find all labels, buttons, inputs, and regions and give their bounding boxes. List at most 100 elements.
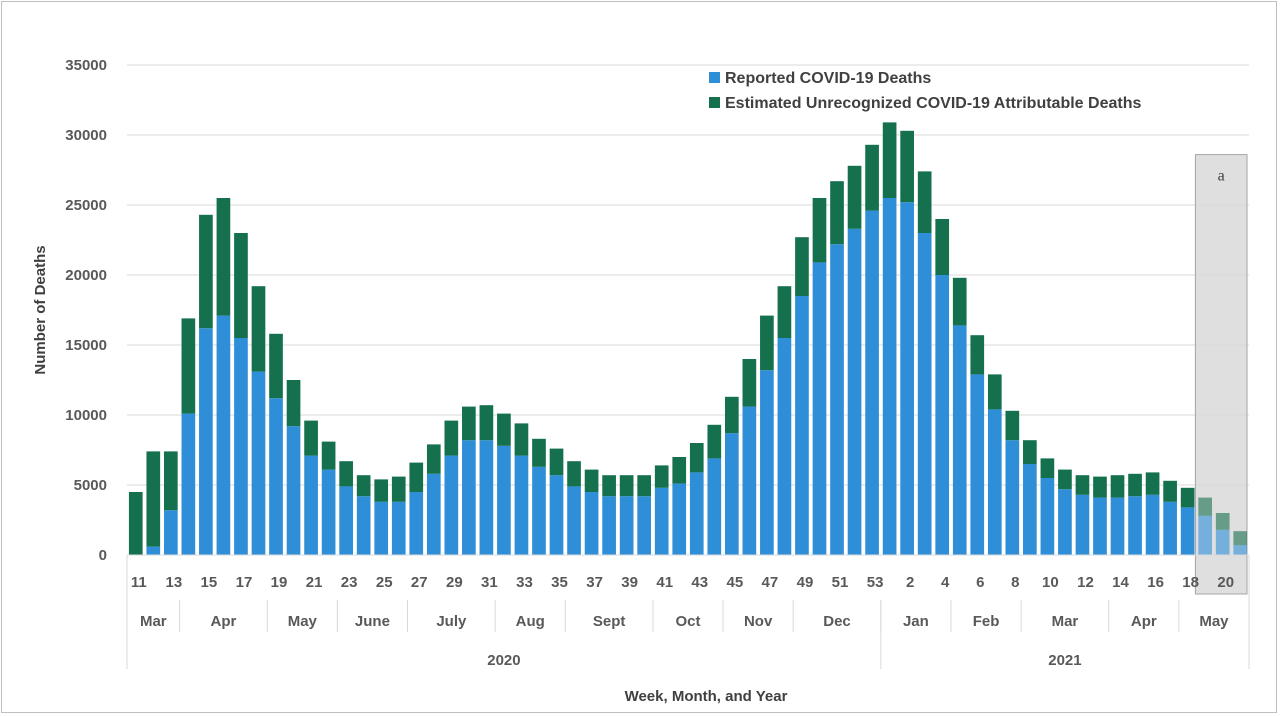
bar-reported bbox=[286, 426, 301, 555]
bar-reported bbox=[1110, 497, 1125, 555]
x-year-label: 2020 bbox=[487, 652, 520, 669]
bar-estimated-unrecognized bbox=[795, 237, 809, 296]
bar-reported bbox=[724, 433, 739, 555]
x-week-label: 35 bbox=[551, 574, 568, 591]
bar-reported bbox=[497, 445, 511, 555]
y-axis-title: Number of Deaths bbox=[32, 245, 49, 374]
bar-reported bbox=[356, 496, 371, 555]
bars bbox=[128, 122, 1248, 556]
bar-reported bbox=[952, 325, 967, 555]
bar-estimated-unrecognized bbox=[462, 406, 476, 441]
bar-estimated-unrecognized bbox=[251, 286, 266, 372]
bar-estimated-unrecognized bbox=[637, 475, 652, 497]
bar-estimated-unrecognized bbox=[689, 443, 704, 473]
y-tick-label: 15000 bbox=[65, 337, 107, 354]
bar-estimated-unrecognized bbox=[374, 479, 389, 502]
bar-reported bbox=[935, 275, 950, 555]
x-month-label: Sept bbox=[593, 613, 626, 630]
bar-reported bbox=[409, 492, 424, 555]
x-year-label: 2021 bbox=[1048, 652, 1081, 669]
bar-reported bbox=[1023, 464, 1037, 555]
bar-reported bbox=[1058, 489, 1072, 555]
bar-estimated-unrecognized bbox=[514, 423, 529, 456]
bar-reported bbox=[1233, 545, 1248, 555]
bar-estimated-unrecognized bbox=[1023, 440, 1037, 464]
x-week-label: 8 bbox=[1011, 574, 1019, 591]
y-tick-label: 0 bbox=[99, 547, 107, 564]
bar-reported bbox=[549, 475, 564, 555]
y-tick-label: 30000 bbox=[65, 127, 107, 144]
bar-estimated-unrecognized bbox=[760, 315, 774, 371]
x-week-label: 15 bbox=[201, 574, 218, 591]
bar-reported bbox=[1075, 494, 1090, 555]
bar-estimated-unrecognized bbox=[199, 214, 213, 329]
x-week-label: 33 bbox=[516, 574, 533, 591]
bar-estimated-unrecognized bbox=[1198, 497, 1213, 516]
bar-estimated-unrecognized bbox=[900, 130, 914, 203]
bar-reported bbox=[304, 455, 318, 555]
bar-reported bbox=[847, 228, 862, 556]
x-week-label: 39 bbox=[621, 574, 638, 591]
x-week-label: 2 bbox=[906, 574, 914, 591]
x-month-label: Mar bbox=[1052, 613, 1079, 630]
x-axis-title: Week, Month, and Year bbox=[625, 688, 788, 705]
bar-reported bbox=[567, 486, 581, 555]
x-week-label: 31 bbox=[481, 574, 498, 591]
bar-estimated-unrecognized bbox=[1058, 469, 1072, 490]
x-week-label: 14 bbox=[1112, 574, 1129, 591]
bar-reported bbox=[216, 315, 231, 555]
bar-reported bbox=[1215, 529, 1230, 555]
legend-label: Estimated Unrecognized COVID-19 Attribut… bbox=[725, 95, 1141, 112]
x-week-label: 49 bbox=[797, 574, 814, 591]
bar-estimated-unrecognized bbox=[391, 476, 406, 502]
bar-estimated-unrecognized bbox=[952, 277, 967, 326]
x-week-label: 37 bbox=[586, 574, 603, 591]
bar-estimated-unrecognized bbox=[321, 441, 336, 470]
x-week-label: 51 bbox=[832, 574, 849, 591]
x-month-label: Jan bbox=[903, 613, 929, 630]
bar-estimated-unrecognized bbox=[882, 122, 897, 198]
bar-reported bbox=[882, 198, 897, 555]
y-tick-label: 5000 bbox=[74, 477, 107, 494]
bar-reported bbox=[812, 262, 827, 555]
bar-reported bbox=[146, 546, 161, 555]
bar-estimated-unrecognized bbox=[1075, 475, 1090, 495]
x-week-label: 23 bbox=[341, 574, 358, 591]
bar-estimated-unrecognized bbox=[128, 492, 143, 555]
bar-estimated-unrecognized bbox=[1145, 472, 1160, 495]
x-week-label: 6 bbox=[976, 574, 984, 591]
bar-estimated-unrecognized bbox=[532, 438, 546, 467]
x-week-label: 45 bbox=[726, 574, 743, 591]
bar-estimated-unrecognized bbox=[812, 198, 827, 263]
bar-reported bbox=[654, 487, 669, 555]
x-week-label: 27 bbox=[411, 574, 428, 591]
x-month-label: Apr bbox=[1131, 613, 1157, 630]
bar-reported bbox=[462, 440, 476, 555]
bar-reported bbox=[1005, 440, 1020, 555]
x-week-label: 21 bbox=[306, 574, 323, 591]
x-week-label: 53 bbox=[867, 574, 884, 591]
bar-estimated-unrecognized bbox=[584, 469, 599, 492]
bar-estimated-unrecognized bbox=[426, 444, 441, 474]
x-month-label: Nov bbox=[744, 613, 773, 630]
bar-estimated-unrecognized bbox=[672, 457, 687, 484]
x-week-label: 11 bbox=[131, 574, 147, 591]
bar-reported bbox=[672, 483, 687, 555]
bar-reported bbox=[830, 244, 844, 555]
bar-reported bbox=[584, 492, 599, 555]
bar-estimated-unrecognized bbox=[339, 461, 353, 487]
bar-estimated-unrecognized bbox=[1040, 458, 1055, 478]
x-week-label: 29 bbox=[446, 574, 463, 591]
bar-reported bbox=[199, 328, 213, 555]
bar-reported bbox=[970, 374, 985, 555]
x-week-label: 19 bbox=[271, 574, 288, 591]
bar-reported bbox=[987, 409, 1002, 555]
bar-estimated-unrecognized bbox=[935, 219, 950, 275]
y-tick-label: 25000 bbox=[65, 197, 107, 214]
x-month-label: Dec bbox=[823, 613, 851, 630]
bar-reported bbox=[426, 473, 441, 555]
bar-reported bbox=[707, 458, 722, 555]
legend: Reported COVID-19 Deaths Estimated Unreco… bbox=[709, 70, 1141, 112]
